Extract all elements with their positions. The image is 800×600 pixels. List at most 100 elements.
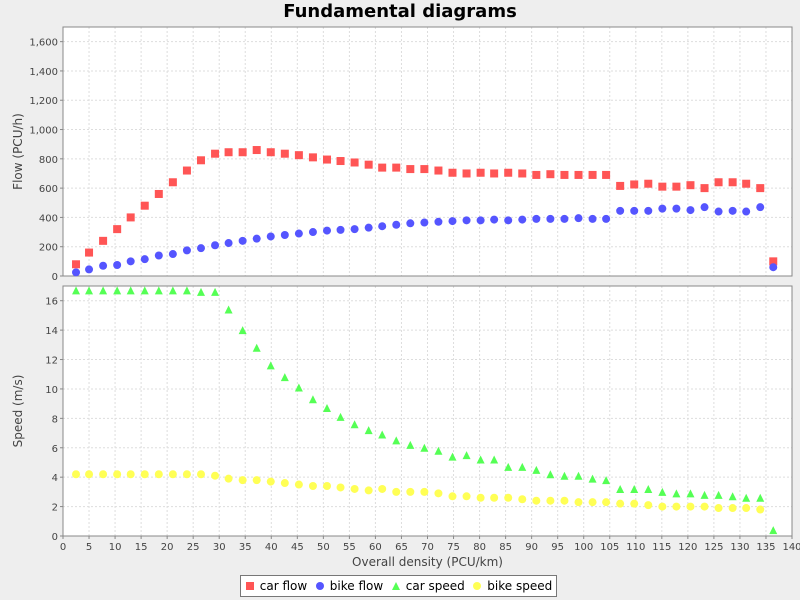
data-point bbox=[252, 476, 261, 485]
data-point bbox=[196, 287, 205, 296]
data-point bbox=[126, 470, 135, 479]
data-point bbox=[490, 493, 499, 502]
data-point bbox=[238, 236, 247, 245]
data-point bbox=[616, 499, 625, 508]
data-point bbox=[308, 482, 317, 490]
x-tick-label: 55 bbox=[343, 542, 356, 553]
data-point bbox=[728, 504, 737, 513]
x-tick-label: 140 bbox=[782, 542, 800, 553]
data-point bbox=[714, 207, 723, 216]
data-point bbox=[168, 178, 177, 187]
y-tick-label: 400 bbox=[39, 213, 58, 224]
data-point bbox=[392, 436, 401, 445]
series-bike-flow bbox=[72, 203, 778, 277]
data-point bbox=[769, 526, 778, 535]
data-point bbox=[574, 498, 583, 507]
x-tick-label: 110 bbox=[626, 542, 645, 553]
data-point bbox=[616, 181, 625, 190]
data-point bbox=[85, 470, 94, 479]
data-point bbox=[85, 265, 94, 274]
data-point bbox=[72, 260, 81, 269]
data-point bbox=[364, 223, 373, 232]
data-point bbox=[336, 483, 345, 492]
data-point bbox=[308, 228, 317, 237]
data-point bbox=[420, 218, 429, 227]
x-tick-label: 15 bbox=[135, 542, 148, 553]
legend-item-car-speed: car speed bbox=[391, 579, 465, 593]
x-tick-label: 80 bbox=[473, 542, 486, 553]
data-point bbox=[672, 204, 681, 213]
x-tick-label: 30 bbox=[213, 542, 226, 553]
data-point bbox=[406, 219, 415, 228]
data-point bbox=[113, 261, 122, 270]
data-point bbox=[350, 225, 359, 234]
data-point bbox=[756, 203, 765, 212]
data-point bbox=[113, 225, 122, 234]
data-point bbox=[294, 383, 303, 392]
x-tick-label: 50 bbox=[317, 542, 330, 553]
data-point bbox=[392, 487, 401, 496]
y-axis-label: Flow (PCU/h) bbox=[11, 113, 25, 190]
x-tick-label: 135 bbox=[756, 542, 775, 553]
data-point bbox=[280, 149, 289, 158]
data-point bbox=[378, 484, 387, 493]
data-point bbox=[126, 213, 135, 222]
legend-item-bike-speed: bike speed bbox=[472, 579, 552, 593]
data-point bbox=[406, 165, 415, 174]
x-tick-label: 100 bbox=[574, 542, 593, 553]
x-tick-label: 0 bbox=[60, 542, 66, 553]
data-point bbox=[168, 286, 177, 295]
data-point bbox=[72, 268, 81, 277]
data-point bbox=[378, 163, 387, 172]
data-point bbox=[420, 443, 429, 452]
plot-border bbox=[62, 26, 793, 277]
data-point bbox=[504, 462, 513, 471]
x-tick-label: 40 bbox=[265, 542, 278, 553]
data-point bbox=[728, 178, 737, 187]
data-point bbox=[560, 496, 569, 505]
data-point bbox=[266, 477, 275, 486]
x-tick-label: 10 bbox=[109, 542, 122, 553]
data-point bbox=[616, 484, 625, 493]
data-point bbox=[644, 484, 653, 493]
data-point bbox=[769, 263, 778, 272]
data-point bbox=[462, 216, 471, 225]
data-point bbox=[686, 489, 695, 498]
data-point bbox=[154, 251, 163, 260]
data-point bbox=[378, 430, 387, 439]
x-tick-label: 20 bbox=[161, 542, 174, 553]
data-point bbox=[448, 452, 457, 461]
y-tick-label: 12 bbox=[45, 356, 58, 367]
data-point bbox=[630, 180, 639, 189]
data-point bbox=[714, 490, 723, 499]
data-point bbox=[392, 163, 401, 172]
data-point bbox=[672, 489, 681, 498]
data-point bbox=[658, 502, 667, 511]
data-point bbox=[99, 236, 108, 245]
data-point bbox=[518, 495, 527, 504]
data-point bbox=[602, 170, 611, 179]
data-point bbox=[238, 476, 247, 485]
y-tick-label: 1,200 bbox=[29, 96, 58, 107]
data-point bbox=[504, 493, 513, 502]
legend-item-car-flow: car flow bbox=[245, 579, 307, 593]
data-point bbox=[252, 343, 261, 352]
y-tick-label: 4 bbox=[52, 473, 58, 484]
data-point bbox=[742, 504, 751, 513]
data-point bbox=[406, 487, 415, 496]
data-point bbox=[406, 440, 415, 449]
data-point bbox=[560, 170, 569, 179]
data-point bbox=[700, 490, 709, 499]
x-tick-label: 75 bbox=[447, 542, 460, 553]
data-point bbox=[602, 214, 611, 223]
data-point bbox=[546, 214, 555, 223]
x-tick-label: 115 bbox=[652, 542, 671, 553]
square-marker-icon bbox=[245, 582, 254, 590]
data-point bbox=[532, 214, 541, 223]
data-point bbox=[588, 214, 597, 223]
data-point bbox=[308, 395, 317, 404]
triangle-marker-icon bbox=[391, 582, 400, 590]
data-point bbox=[211, 471, 220, 480]
y-tick-label: 10 bbox=[45, 385, 58, 396]
